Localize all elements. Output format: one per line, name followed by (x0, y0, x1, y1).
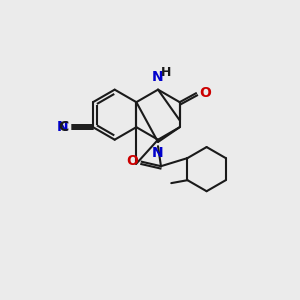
Text: N: N (56, 120, 68, 134)
Text: H: H (161, 66, 171, 79)
Text: N: N (152, 146, 164, 160)
Text: C: C (58, 120, 69, 134)
Text: O: O (200, 86, 211, 100)
Text: N: N (152, 70, 164, 84)
Text: O: O (126, 154, 138, 168)
